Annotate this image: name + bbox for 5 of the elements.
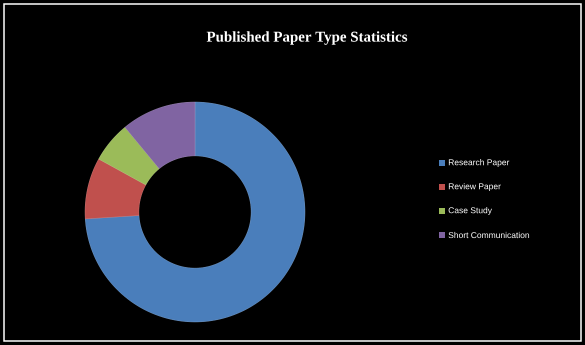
chart-title: Published Paper Type Statistics: [206, 31, 408, 45]
legend-label: Short Communication: [448, 232, 530, 238]
legend-label: Review Paper: [448, 183, 501, 191]
legend-label: Research Paper: [448, 159, 510, 167]
legend-label: Case Study: [448, 207, 492, 215]
